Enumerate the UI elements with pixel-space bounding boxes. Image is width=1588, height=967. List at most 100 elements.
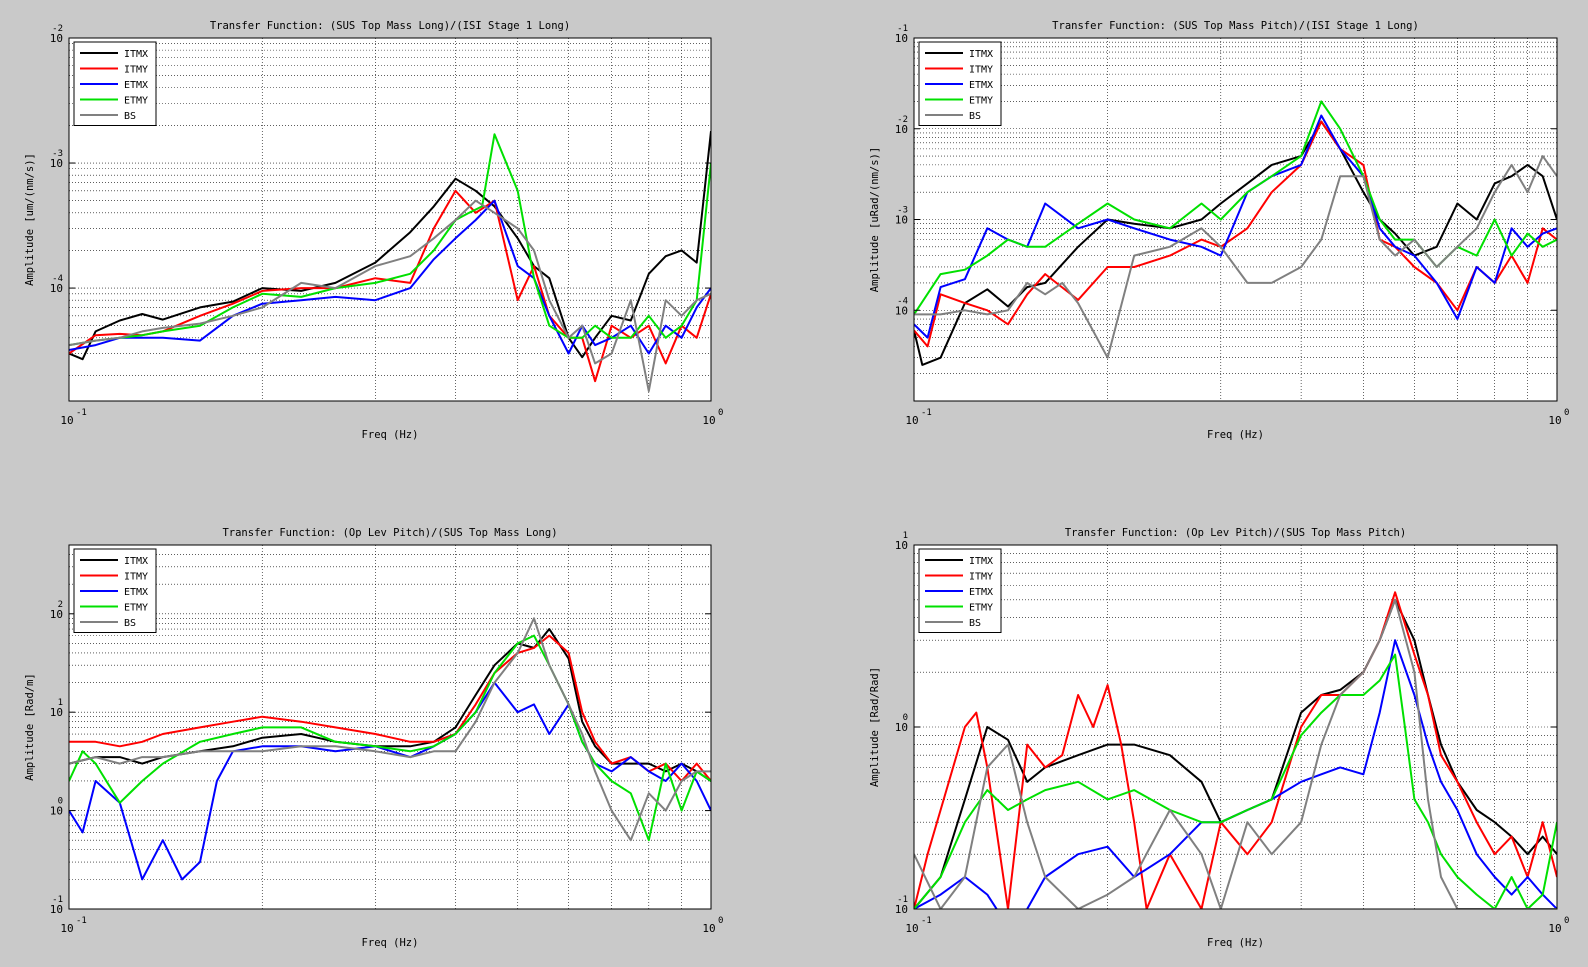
legend-label: ETMX — [124, 80, 148, 91]
y-tick-label: 101 — [895, 531, 908, 552]
y-tick-label: 10-1 — [895, 24, 908, 45]
legend-label: BS — [124, 618, 136, 629]
legend-label: BS — [969, 618, 981, 629]
y-tick-base: 10 — [895, 304, 908, 317]
y-tick-base: 10 — [50, 608, 63, 621]
legend-label: ITMX — [969, 556, 993, 567]
x-tick-base: 10 — [905, 922, 918, 935]
series-group — [69, 617, 711, 881]
grid — [69, 38, 711, 401]
y-tick-base: 10 — [895, 214, 908, 227]
y-tick-label: 10-2 — [50, 24, 63, 45]
legend-label: BS — [124, 111, 136, 122]
legend-item-etmx: ETMX — [925, 587, 993, 598]
y-tick-base: 10 — [895, 123, 908, 136]
legend: ITMX ITMY ETMX ETMY BS — [73, 41, 157, 126]
legend-item-bs: BS — [925, 111, 981, 122]
legend-label: ETMY — [969, 603, 993, 614]
x-tick-exp: -1 — [921, 916, 932, 926]
legend-item-bs: BS — [80, 618, 136, 629]
y-tick-exp: 0 — [58, 797, 63, 807]
y-tick-exp: -1 — [897, 24, 908, 34]
x-tick-exp: 0 — [1564, 408, 1569, 418]
tick-marks — [914, 37, 1557, 402]
chart-title: Transfer Function: (Op Lev Pitch)/(SUS T… — [1065, 527, 1406, 539]
legend-label: ETMX — [124, 587, 148, 598]
y-tick-exp: -2 — [897, 115, 908, 125]
y-tick-label: 10-4 — [895, 296, 908, 317]
x-axis-label: Freq (Hz) — [362, 429, 419, 441]
legend-item-etmx: ETMX — [80, 587, 148, 598]
x-tick-exp: -1 — [921, 408, 932, 418]
y-tick-base: 10 — [50, 706, 63, 719]
x-tick-base: 10 — [905, 414, 918, 427]
y-tick-label: 10-3 — [50, 149, 63, 170]
legend-item-itmy: ITMY — [80, 65, 148, 76]
legend-label: ETMY — [124, 96, 148, 107]
y-tick-exp: 1 — [58, 698, 63, 708]
axes-frame — [68, 544, 712, 910]
y-tick-label: 10-3 — [895, 206, 908, 227]
legend-item-etmx: ETMX — [925, 80, 993, 91]
legend-item-bs: BS — [80, 111, 136, 122]
legend-item-itmy: ITMY — [925, 572, 993, 583]
legend-item-etmy: ETMY — [925, 96, 993, 107]
legend-label: ITMX — [969, 49, 993, 60]
tick-marks — [914, 544, 1557, 910]
x-tick-label: 10-1 — [60, 408, 86, 427]
y-tick-base: 10 — [50, 903, 63, 916]
legend-label: ETMX — [969, 80, 993, 91]
x-tick-base: 10 — [1548, 922, 1561, 935]
series-line-etmx — [914, 639, 1557, 909]
legend-item-itmx: ITMX — [925, 556, 993, 567]
y-tick-base: 10 — [895, 721, 908, 734]
x-axis-label: Freq (Hz) — [1207, 937, 1264, 949]
series-group — [69, 130, 711, 393]
series-line-bs — [914, 598, 1557, 909]
y-tick-label: 10-1 — [895, 895, 908, 916]
series-group — [914, 591, 1557, 909]
series-line-itmx — [914, 598, 1557, 909]
x-axis-label: Freq (Hz) — [1207, 429, 1264, 441]
legend-label: BS — [969, 111, 981, 122]
legend: ITMX ITMY ETMX ETMY BS — [918, 548, 1002, 633]
y-tick-exp: -2 — [52, 24, 63, 34]
y-tick-exp: -4 — [897, 296, 908, 306]
y-axis-label: Amplitude [uRad/(nm/s)] — [869, 147, 881, 292]
x-tick-base: 10 — [60, 922, 73, 935]
x-tick-exp: -1 — [76, 916, 87, 926]
y-tick-exp: -1 — [897, 895, 908, 905]
y-tick-exp: 0 — [903, 713, 908, 723]
series-line-bs — [69, 617, 711, 842]
legend-label: ETMX — [969, 587, 993, 598]
x-axis-label: Freq (Hz) — [362, 937, 419, 949]
y-tick-exp: -3 — [52, 149, 63, 159]
y-axis-label: Amplitude [um/(nm/s)] — [24, 153, 36, 286]
x-tick-label: 10-1 — [905, 916, 931, 935]
legend: ITMX ITMY ETMX ETMY BS — [918, 41, 1002, 126]
series-group — [914, 100, 1557, 366]
y-tick-label: 10-2 — [895, 115, 908, 136]
chart-title: Transfer Function: (Op Lev Pitch)/(SUS T… — [222, 527, 557, 539]
x-tick-label: 100 — [702, 408, 723, 427]
y-tick-exp: 2 — [58, 600, 63, 610]
y-tick-label: 101 — [50, 698, 63, 719]
y-tick-exp: -4 — [52, 274, 63, 284]
y-tick-label: 100 — [50, 797, 63, 818]
series-line-bs — [69, 199, 711, 393]
y-tick-base: 10 — [50, 282, 63, 295]
x-tick-base: 10 — [60, 414, 73, 427]
legend-label: ITMY — [124, 65, 148, 76]
legend-label: ITMY — [969, 65, 993, 76]
legend: ITMX ITMY ETMX ETMY BS — [73, 548, 157, 633]
y-tick-base: 10 — [895, 903, 908, 916]
legend-item-etmx: ETMX — [80, 80, 148, 91]
y-tick-label: 100 — [895, 713, 908, 734]
x-tick-exp: 0 — [1564, 916, 1569, 926]
x-tick-base: 10 — [702, 922, 715, 935]
legend-label: ETMY — [124, 603, 148, 614]
series-line-bs — [914, 155, 1557, 359]
y-tick-exp: -1 — [52, 895, 63, 905]
